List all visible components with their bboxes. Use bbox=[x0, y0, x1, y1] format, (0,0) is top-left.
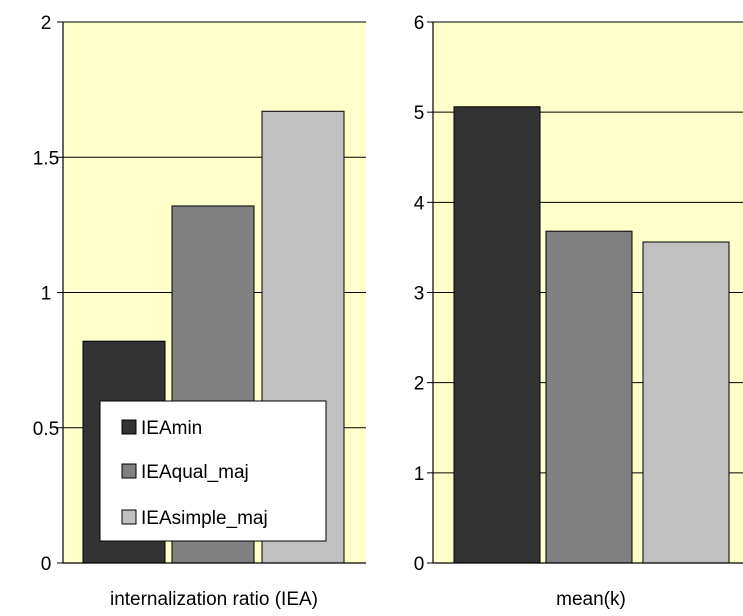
legend-label: IEAsimple_maj bbox=[141, 508, 268, 529]
bar-ieasimple-maj bbox=[642, 241, 730, 564]
y-tick-label: 0.5 bbox=[33, 419, 59, 440]
y-tick-label: 5 bbox=[414, 103, 425, 124]
y-tick-label: 0 bbox=[41, 554, 52, 575]
legend-swatch bbox=[121, 463, 137, 479]
legend: IEAmin IEAqual_maj IEAsimple_maj bbox=[99, 400, 327, 542]
y-tick-label: 1.5 bbox=[33, 148, 59, 169]
y-tick-label: 0 bbox=[414, 554, 425, 575]
legend-label: IEAmin bbox=[141, 418, 202, 439]
legend-box bbox=[99, 400, 327, 542]
x-axis-label: mean(k) bbox=[556, 589, 626, 610]
chart-mean-k: 0 1 2 3 4 5 6 mean(k) bbox=[414, 13, 743, 610]
y-tick-label: 1 bbox=[41, 284, 52, 305]
y-tick-label: 1 bbox=[414, 464, 425, 485]
legend-label: IEAqual_maj bbox=[141, 462, 249, 483]
bar-ieaqual-maj bbox=[545, 230, 633, 564]
y-tick-label: 2 bbox=[414, 374, 425, 395]
y-tick-label: 4 bbox=[414, 193, 425, 214]
x-axis-label: internalization ratio (IEA) bbox=[110, 589, 318, 610]
y-tick-label: 6 bbox=[414, 13, 425, 34]
bar-ieamin bbox=[453, 106, 541, 564]
y-tick-label: 2 bbox=[41, 13, 52, 34]
y-tick-label: 3 bbox=[414, 284, 425, 305]
legend-swatch bbox=[121, 419, 137, 435]
legend-swatch bbox=[121, 509, 137, 525]
